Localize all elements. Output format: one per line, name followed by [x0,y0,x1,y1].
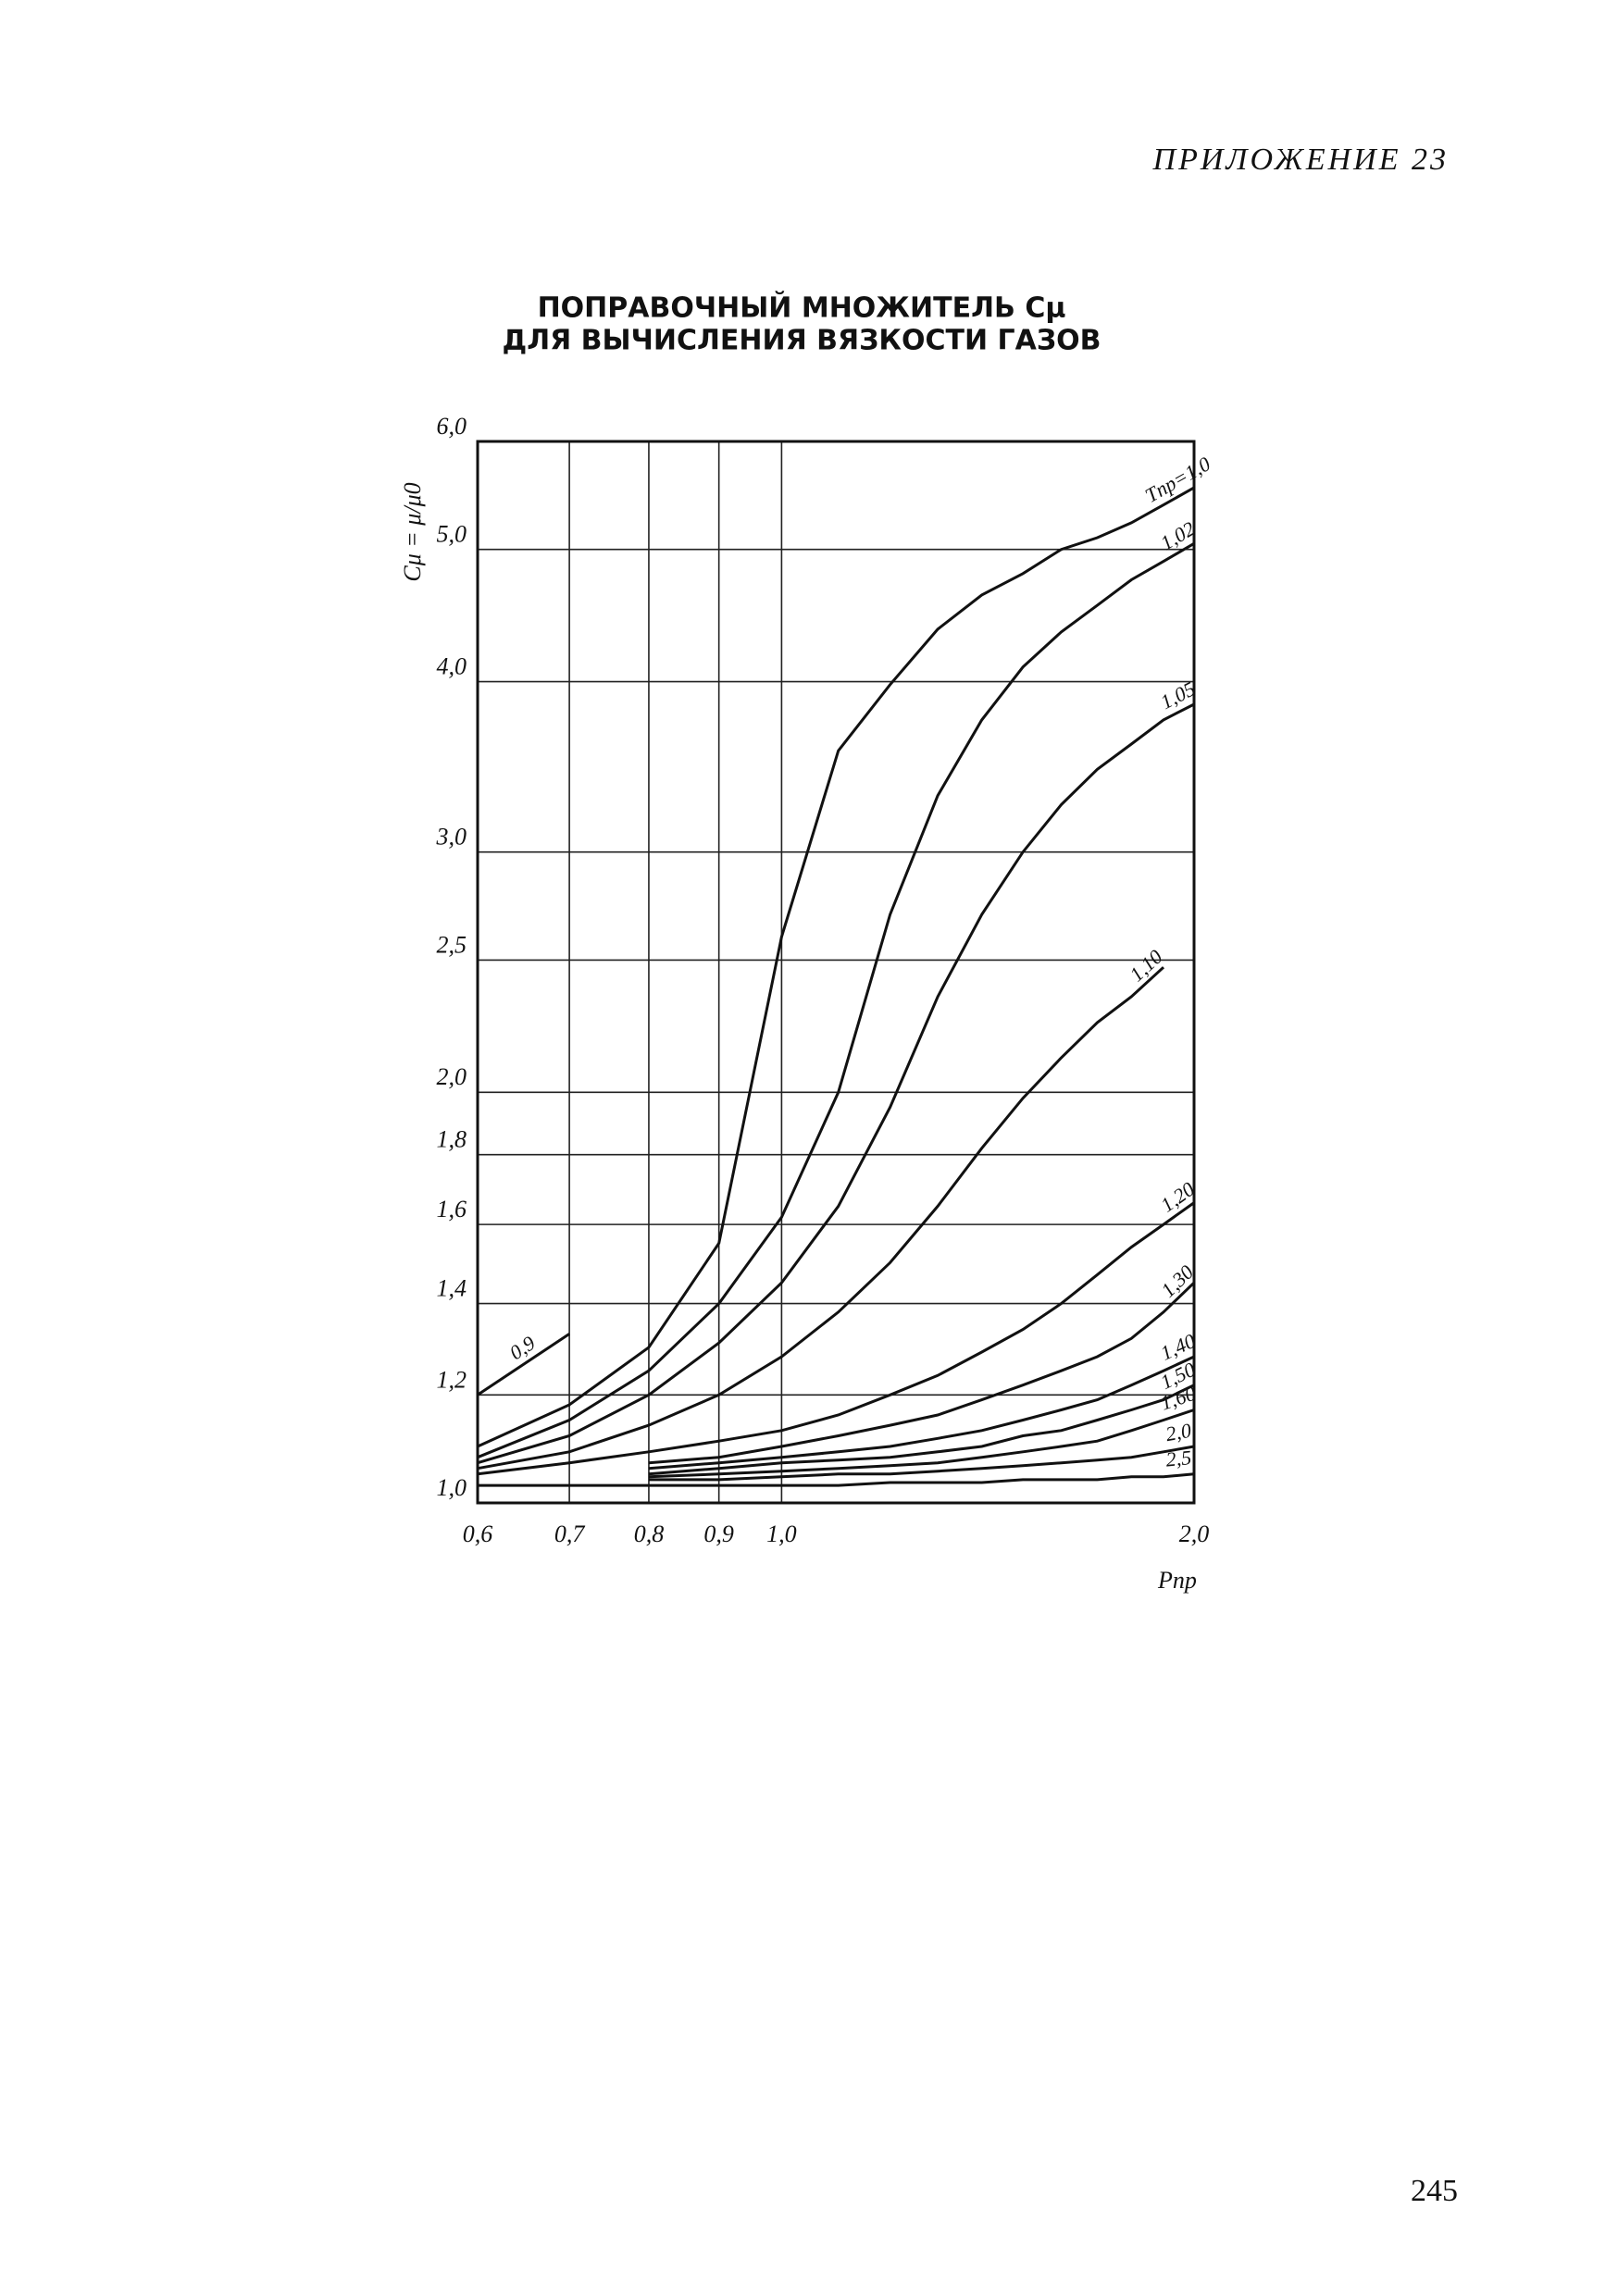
series-label: 0,9 [505,1331,540,1364]
y-tick-label: 1,0 [437,1474,467,1501]
series-label: 1,30 [1156,1260,1198,1302]
header: ПРИЛОЖЕНИЕ 23 [1152,143,1449,177]
series-label: 2,0 [1164,1419,1192,1446]
series-line [477,1333,570,1396]
y-tick-label: 1,2 [437,1366,467,1393]
y-tick-label: 3,0 [436,824,467,850]
series-label: 1,20 [1156,1177,1199,1217]
series-line [477,1201,1195,1476]
series-line [648,1282,1196,1465]
x-tick-label: 0,7 [554,1520,586,1547]
chart-title: ПОПРАВОЧНЫЙ МНОЖИТЕЛЬ Cμ [538,292,1066,325]
x-axis-label: Pпр [1157,1567,1197,1594]
y-tick-label: 1,6 [437,1196,467,1222]
x-tick-label: 0,8 [634,1520,665,1547]
y-tick-label: 4,0 [437,653,467,680]
y-tick-label: 2,5 [437,931,467,958]
series-line [477,486,1195,1448]
series-line [648,1384,1195,1476]
y-tick-label: 1,8 [437,1126,467,1153]
y-tick-label: 5,0 [437,521,467,548]
y-tick-label: 1,4 [437,1275,467,1302]
series-label: Tпр=1,0 [1141,452,1214,507]
series-label: 1,10 [1125,945,1166,986]
series-line [477,966,1165,1471]
series-line [648,1409,1195,1479]
plot-frame [476,440,1196,1505]
series-line [648,1445,1195,1482]
x-tick-label: 0,9 [703,1520,734,1547]
series-line [648,1355,1195,1471]
series-line [477,702,1195,1465]
y-tick-label: 6,0 [437,413,467,440]
chart-subtitle: ДЛЯ ВЫЧИСЛЕНИЯ ВЯЗКОСТИ ГАЗОВ [502,325,1101,357]
y-axis-label: Cμ = μ/μ0 [399,482,426,581]
x-tick-label: 0,6 [463,1520,493,1547]
x-tick-label: 2,0 [1179,1520,1210,1547]
series-line [478,1472,1195,1487]
series-label: 1,40 [1157,1329,1199,1365]
y-tick-label: 2,0 [437,1063,467,1090]
series-label: 2,5 [1164,1446,1192,1471]
x-tick-label: 1,0 [766,1520,797,1547]
page-number: 245 [1411,2174,1458,2208]
series-line [477,542,1195,1459]
